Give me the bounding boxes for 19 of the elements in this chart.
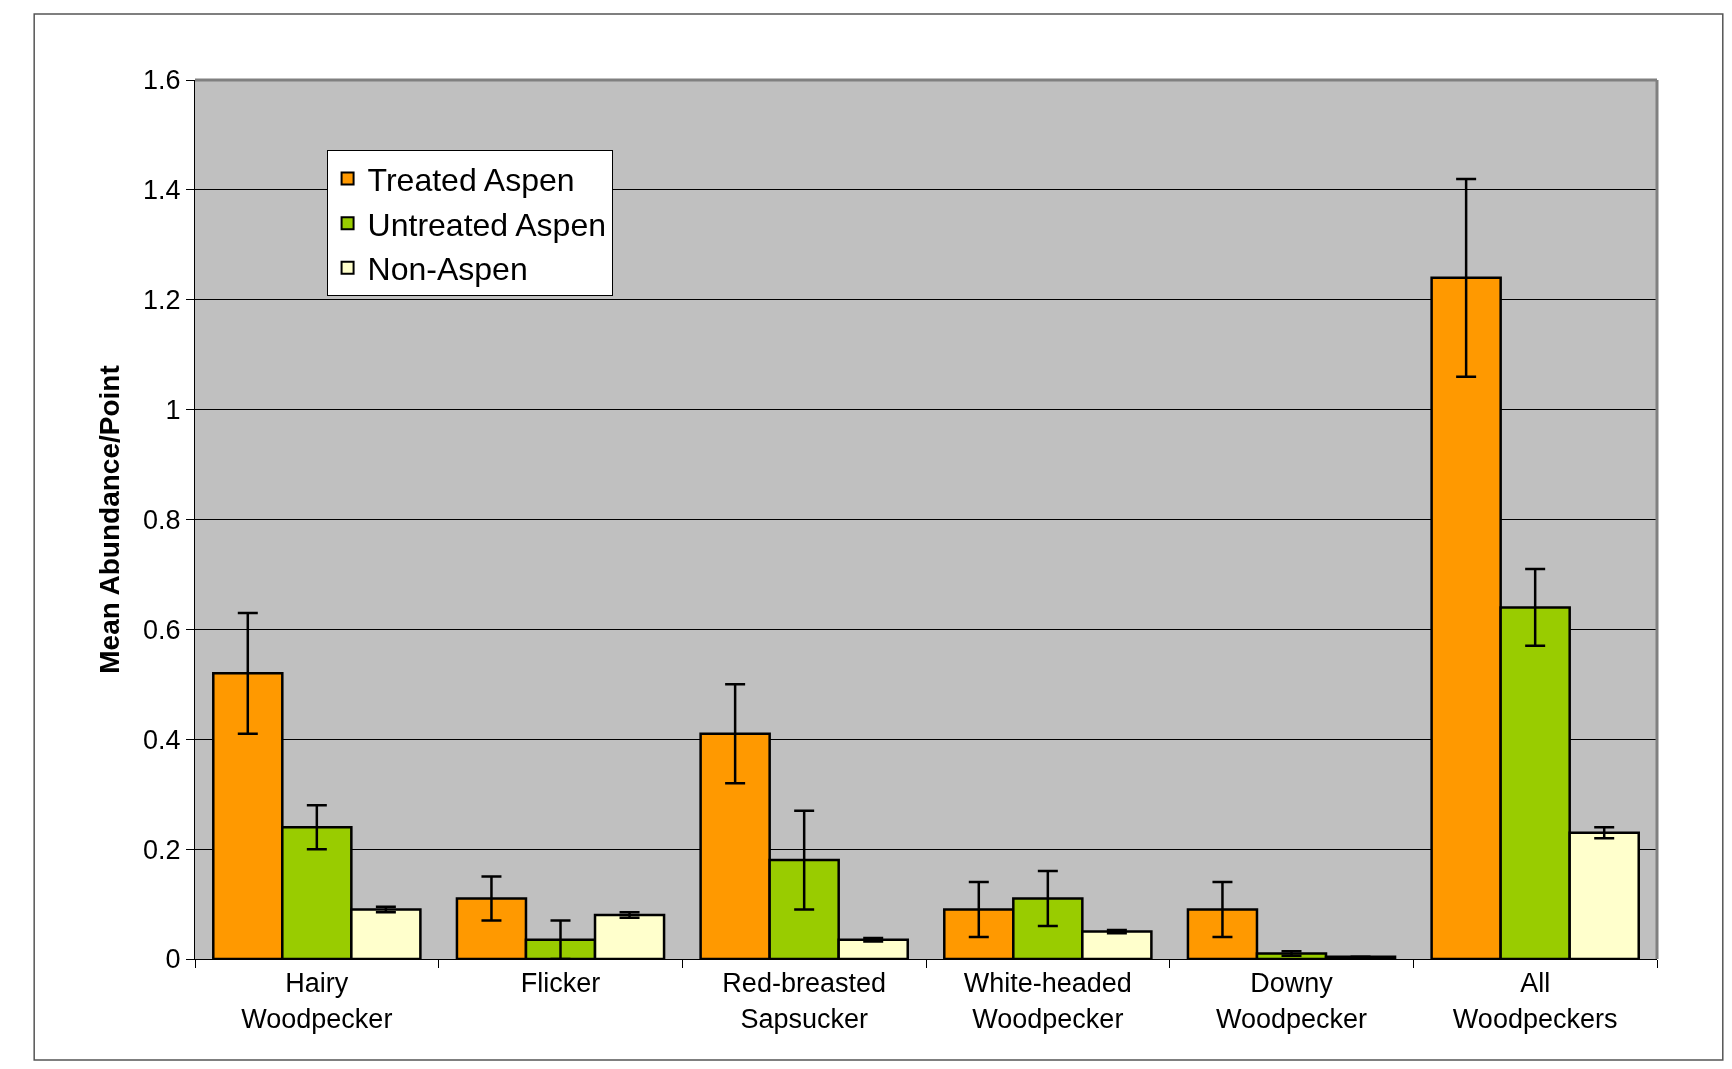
- legend-label: Non-Aspen: [367, 251, 528, 288]
- legend-label: Untreated Aspen: [367, 206, 606, 243]
- y-tick-label: 0.2: [143, 834, 181, 865]
- y-tick-label: 1.2: [143, 285, 181, 316]
- x-tick-label: Downy Woodpecker: [1215, 968, 1368, 1034]
- y-tick-label: 1: [165, 395, 181, 426]
- y-tick-label: 0.8: [143, 504, 181, 535]
- x-tick-label: All Woodpeckers: [1452, 968, 1618, 1034]
- x-tick-label: White-headed Woodpecker: [963, 968, 1132, 1034]
- x-tick-label: Flicker: [520, 968, 601, 999]
- legend-label: Treated Aspen: [367, 162, 575, 199]
- y-tick-label: 0.4: [143, 724, 181, 755]
- y-tick-label: 1.6: [143, 65, 181, 96]
- x-tick-label: Hairy Woodpecker: [241, 968, 393, 1034]
- y-axis-title: Mean Abundance/Point: [93, 365, 125, 674]
- x-tick-label: Red-breasted Sapsucker: [722, 968, 886, 1034]
- y-tick-label: 1.4: [143, 175, 181, 206]
- y-tick-label: 0.6: [143, 614, 181, 645]
- y-tick-label: 0: [165, 944, 181, 975]
